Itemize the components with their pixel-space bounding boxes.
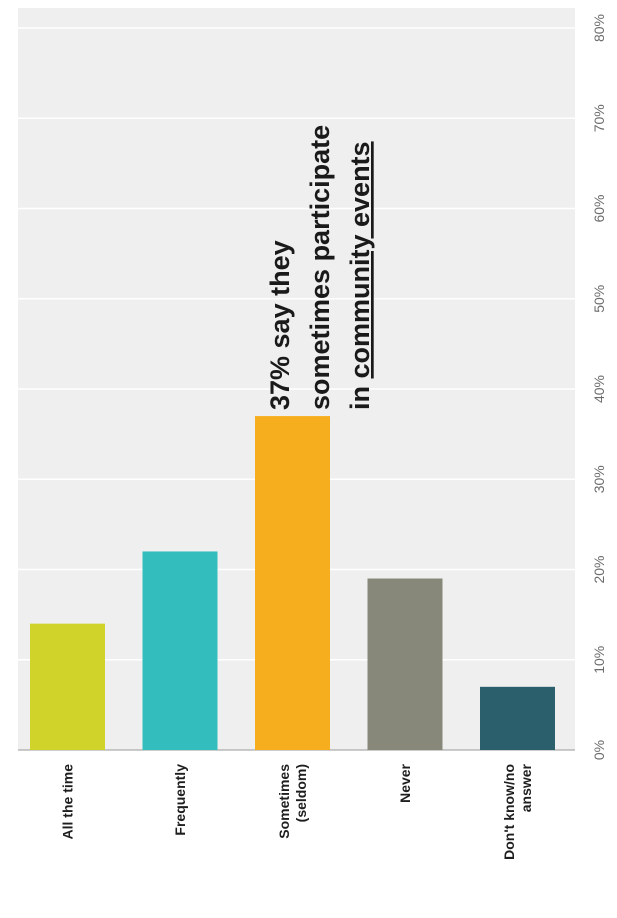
tick-label: 0% (591, 740, 607, 760)
category-label: Sometimes(seldom) (276, 764, 309, 839)
category-labels: All the time Frequently Sometimes(seldom) N… (60, 763, 535, 859)
category-label: Never (397, 763, 413, 802)
bar (480, 686, 555, 750)
tick-label: 40% (591, 375, 607, 403)
category-label: Frequently (172, 764, 188, 836)
category-label: Don't know/noanswer (501, 763, 534, 859)
bar (30, 623, 105, 750)
tick-label: 30% (591, 465, 607, 493)
bars (30, 416, 555, 750)
tick-label: 10% (591, 646, 607, 674)
tick-label: 50% (591, 285, 607, 313)
tick-label: 60% (591, 194, 607, 222)
bar (367, 578, 443, 750)
tick-labels: 0% 10% 20% 30% 40% 50% 60% 70% 80% (591, 14, 607, 760)
bar (142, 551, 218, 750)
tick-label: 80% (591, 14, 607, 42)
tick-label: 70% (591, 104, 607, 132)
tick-label: 20% (591, 555, 607, 583)
bar (255, 416, 330, 750)
category-label: All the time (60, 764, 76, 840)
annotation-text: 37% say they sometimes participate in comm… (265, 125, 375, 410)
